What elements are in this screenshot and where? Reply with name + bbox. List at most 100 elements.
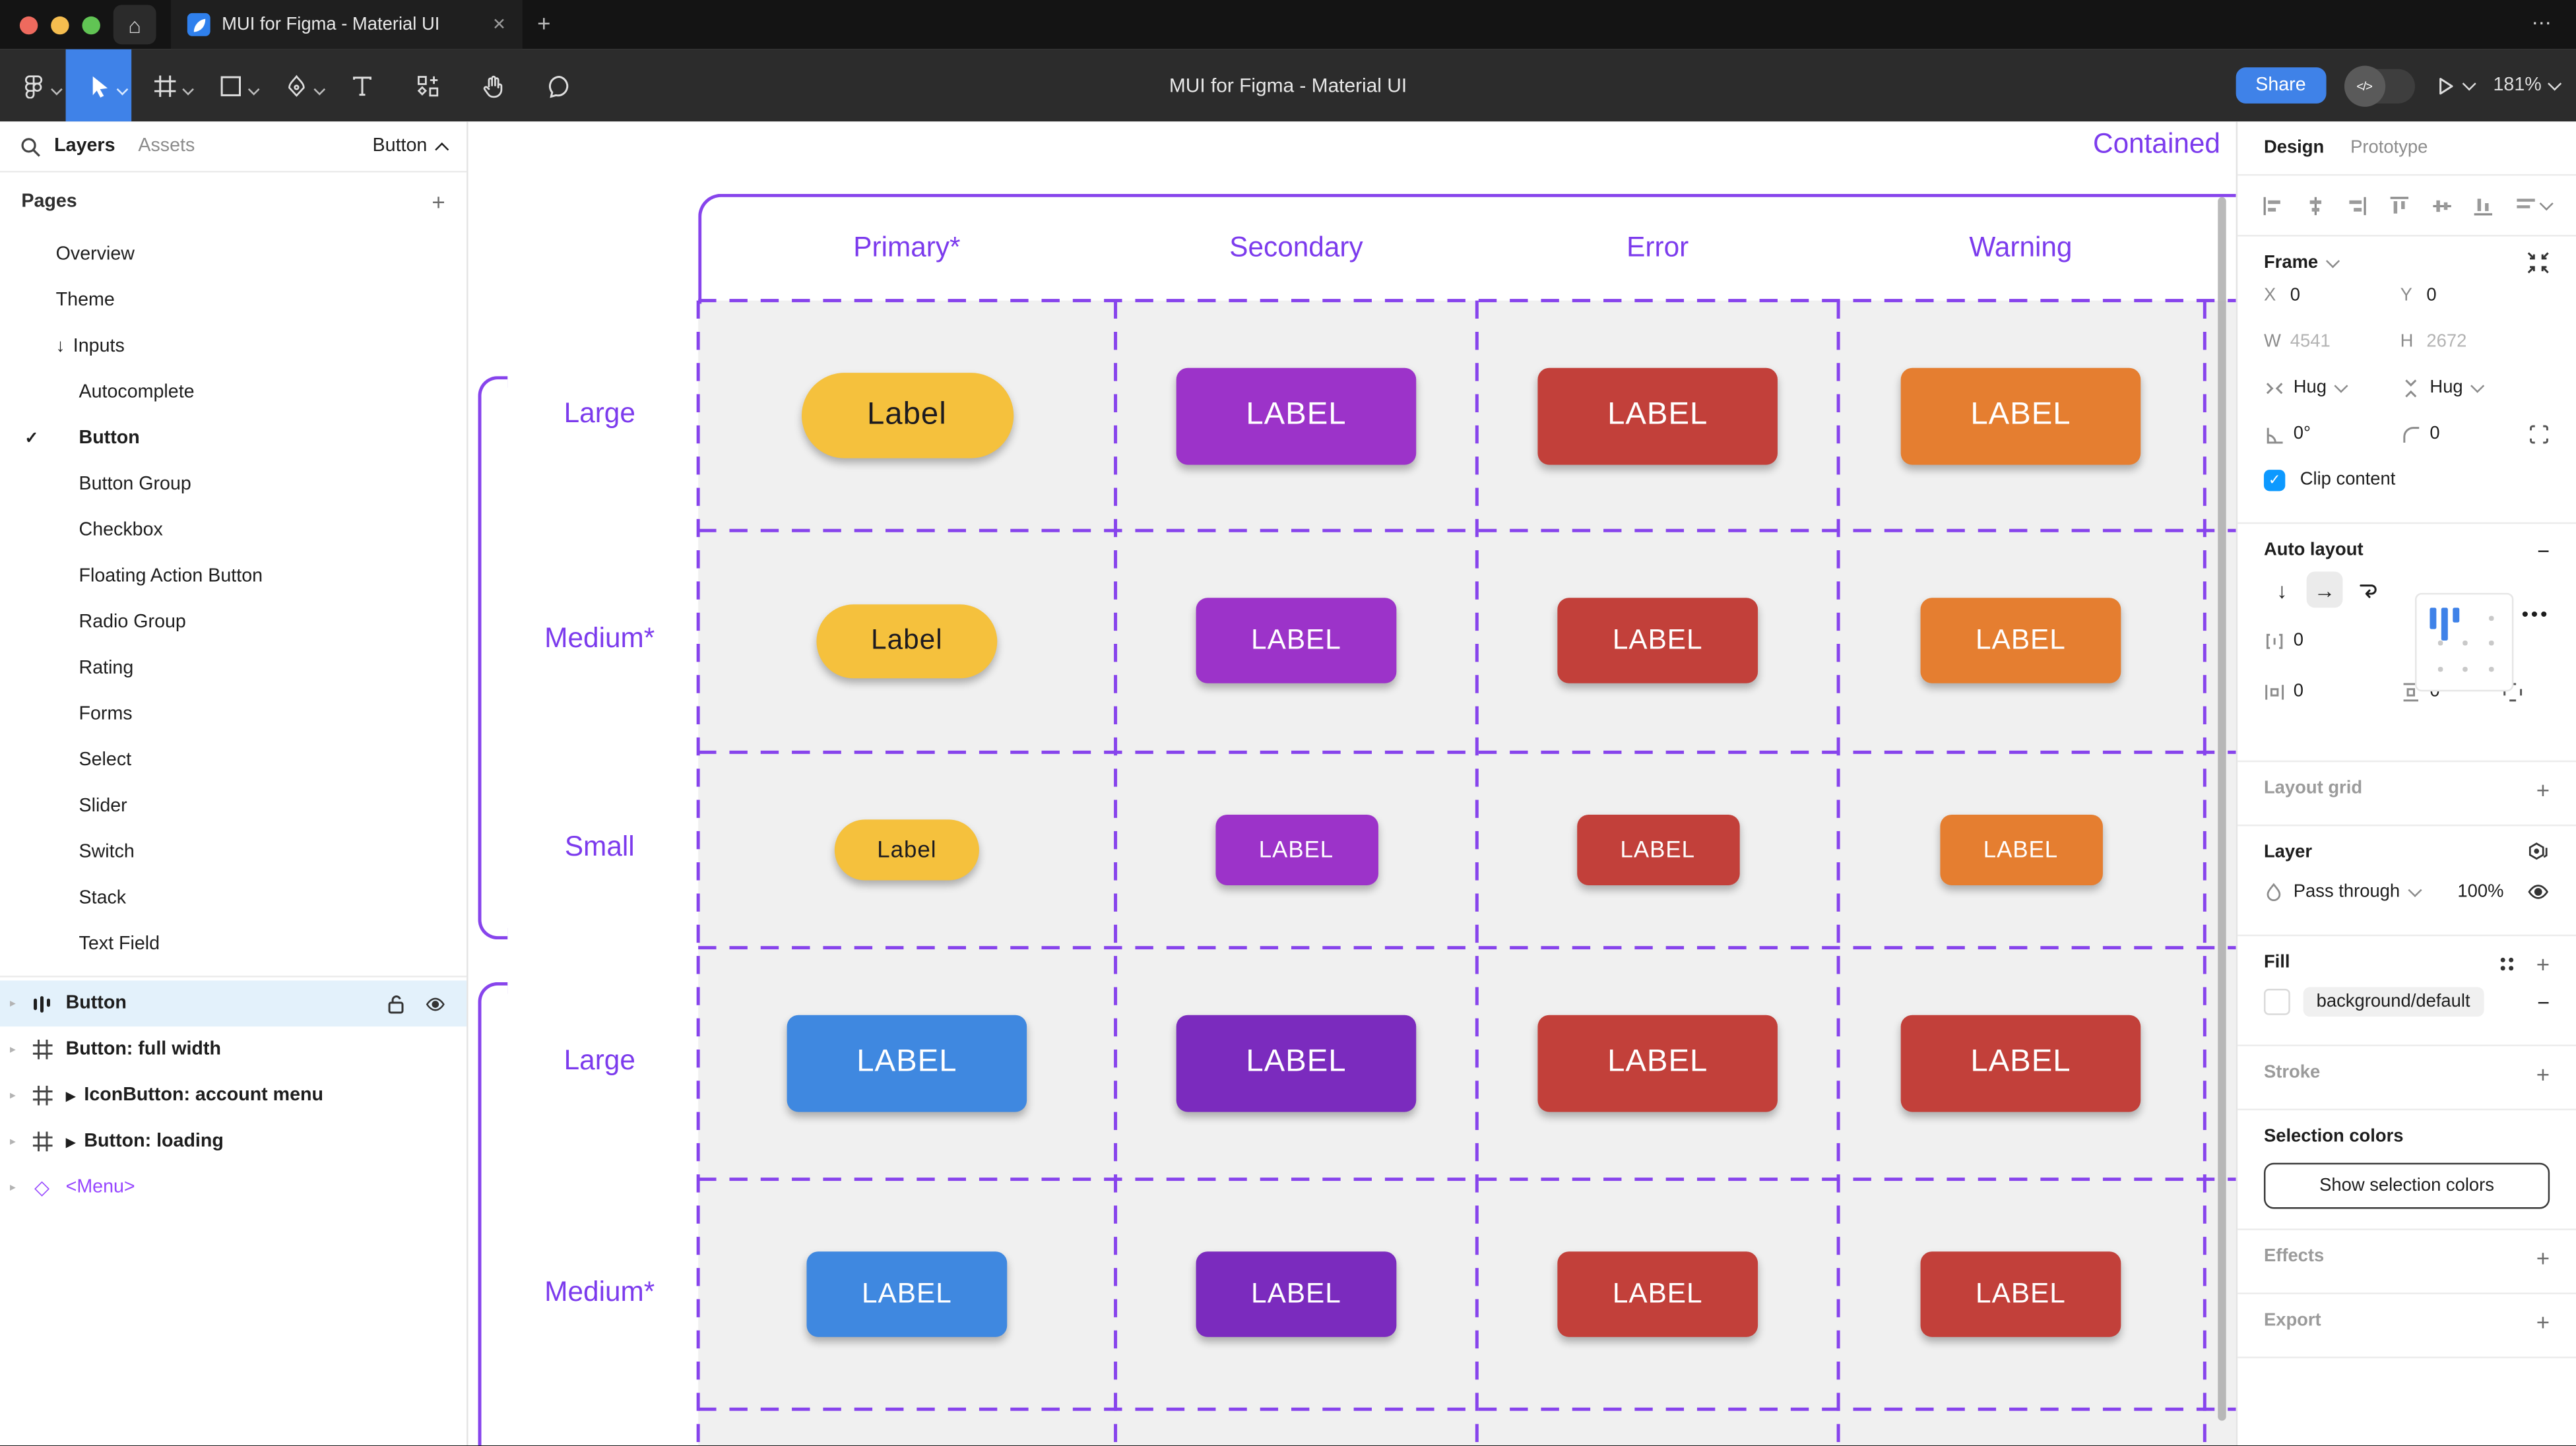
canvas-button-large[interactable]: LABEL [1176,367,1417,464]
zoom-menu[interactable]: 181% [2493,76,2562,95]
context-selector[interactable]: Button [373,137,449,156]
page-item-button-group[interactable]: Button Group [0,462,467,508]
canvas-button-large[interactable]: LABEL [787,1014,1027,1112]
align-left-icon[interactable] [2262,195,2283,216]
hand-tool-button[interactable] [460,49,526,122]
move-tool-button[interactable] [65,49,132,122]
canvas-button-small[interactable]: LABEL [1215,813,1378,885]
frame-section-title[interactable]: Frame [2264,253,2340,272]
layer-row-iconbutton-account-menu[interactable]: ▸ ▶ IconButton: account menu [0,1073,467,1119]
canvas-button-medium[interactable]: LABEL [1196,598,1397,683]
canvas-button-medium[interactable]: LABEL [806,1251,1008,1337]
show-selection-colors-button[interactable]: Show selection colors [2263,1162,2550,1209]
opacity-field[interactable]: 100% [2457,882,2504,902]
pen-tool-button[interactable] [263,49,329,122]
canvas-scrollbar[interactable] [2218,197,2226,1421]
align-v-center-icon[interactable] [2431,195,2452,216]
page-item-rating[interactable]: Rating [0,645,467,691]
page-item-radio-group[interactable]: Radio Group [0,600,467,646]
clip-content-row[interactable]: ✓ Clip content [2263,456,2550,503]
shape-tool-button[interactable] [197,49,263,122]
page-item-switch[interactable]: Switch [0,829,467,875]
canvas-button-large[interactable]: LABEL [1176,1014,1417,1112]
comment-tool-button[interactable] [526,49,592,122]
window-more-icon[interactable]: ⋯ [2531,11,2554,35]
canvas-button-medium[interactable]: LABEL [1557,598,1758,683]
page-item-theme[interactable]: Theme [0,278,467,324]
layout-vertical-button[interactable]: ↓ [2276,577,2288,602]
add-effect-button[interactable]: + [2536,1245,2550,1272]
caret-collapsed-icon[interactable]: ▸ [9,1044,16,1056]
styles-icon[interactable] [2497,955,2517,974]
caret-collapsed-icon[interactable]: ▸ [9,1090,16,1102]
layout-horizontal-button[interactable]: → [2306,571,2343,608]
unlock-icon[interactable] [386,993,406,1014]
tab-prototype[interactable]: Prototype [2350,138,2428,158]
alignment-grid[interactable] [2415,592,2514,692]
tab-assets[interactable]: Assets [138,136,195,156]
tab-close-icon[interactable]: ✕ [492,15,506,34]
page-item-slider[interactable]: Slider [0,784,467,830]
page-item-floating-action-button[interactable]: Floating Action Button [0,553,467,600]
layer-row-button-loading[interactable]: ▸ ▶ Button: loading [0,1119,467,1165]
canvas-button-medium[interactable]: Label [816,604,998,678]
minimize-window-icon[interactable] [51,16,69,35]
corner-radius-field[interactable]: 0 [2400,423,2537,444]
blend-mode-icon[interactable] [2527,841,2550,864]
height-field[interactable]: H 2672 [2400,331,2467,352]
add-layout-grid-button[interactable]: + [2536,776,2550,803]
add-page-button[interactable]: + [432,189,445,216]
independent-corners-button[interactable] [2528,423,2550,444]
canvas-button-large[interactable]: LABEL [1900,1014,2141,1112]
h-sizing-dropdown[interactable]: Hug [2264,377,2400,398]
close-window-icon[interactable] [19,16,38,35]
main-menu-button[interactable] [0,49,66,122]
tab-layers[interactable]: Layers [54,136,115,156]
page-item-stack[interactable]: Stack [0,875,467,922]
canvas-button-medium[interactable]: LABEL [1557,1251,1758,1337]
canvas-button-medium[interactable]: LABEL [1920,1251,2121,1337]
page-item-forms[interactable]: Forms [0,691,467,738]
add-stroke-button[interactable]: + [2536,1061,2550,1088]
canvas-button-medium[interactable]: LABEL [1920,598,2121,683]
remove-fill-button[interactable]: − [2537,990,2550,1015]
add-fill-button[interactable]: + [2536,951,2550,978]
remove-auto-layout-button[interactable]: − [2537,538,2550,564]
eye-icon[interactable] [2527,882,2550,902]
page-item-button[interactable]: ✓ Button [0,416,467,462]
layer-row-button[interactable]: ▸ Button [0,980,467,1027]
page-item-inputs[interactable]: ↓ Inputs [0,323,467,369]
frame-tool-button[interactable] [131,49,197,122]
page-item-checkbox[interactable]: Checkbox [0,507,467,553]
eye-icon[interactable] [424,995,447,1013]
page-item-overview[interactable]: Overview [0,232,467,278]
layer-row--menu-[interactable]: ▸ ◇ <Menu> [0,1164,467,1210]
align-bottom-icon[interactable] [2473,195,2494,216]
align-top-icon[interactable] [2389,195,2410,216]
canvas-button-small[interactable]: Label [834,819,979,880]
width-field[interactable]: W 4541 [2263,331,2331,352]
rotation-field[interactable]: 0° [2264,423,2400,444]
clip-content-checkbox[interactable]: ✓ [2263,468,2286,491]
caret-collapsed-icon[interactable]: ▸ [9,1182,16,1195]
distribute-menu[interactable] [2515,195,2554,214]
canvas-button-small[interactable]: LABEL [1939,813,2102,885]
present-button[interactable] [2434,75,2476,96]
canvas-button-medium[interactable]: LABEL [1196,1251,1397,1337]
page-item-select[interactable]: Select [0,738,467,784]
caret-collapsed-icon[interactable]: ▸ [9,1136,16,1148]
align-right-icon[interactable] [2346,195,2367,216]
file-tab[interactable]: MUI for Figma - Material UI ✕ [170,0,523,49]
dev-mode-toggle[interactable]: </> [2343,65,2414,106]
caret-collapsed-icon[interactable]: ▸ [9,998,16,1011]
canvas-button-large[interactable]: LABEL [1900,367,2141,464]
fill-color-swatch[interactable] [2263,988,2290,1015]
auto-layout-more-icon[interactable]: ••• [2521,602,2550,626]
share-button[interactable]: Share [2236,67,2326,104]
add-export-button[interactable]: + [2536,1309,2550,1336]
canvas-button-small[interactable]: LABEL [1576,813,1739,885]
search-icon[interactable] [20,135,41,156]
tab-design[interactable]: Design [2263,138,2325,158]
page-item-autocomplete[interactable]: Autocomplete [0,369,467,416]
